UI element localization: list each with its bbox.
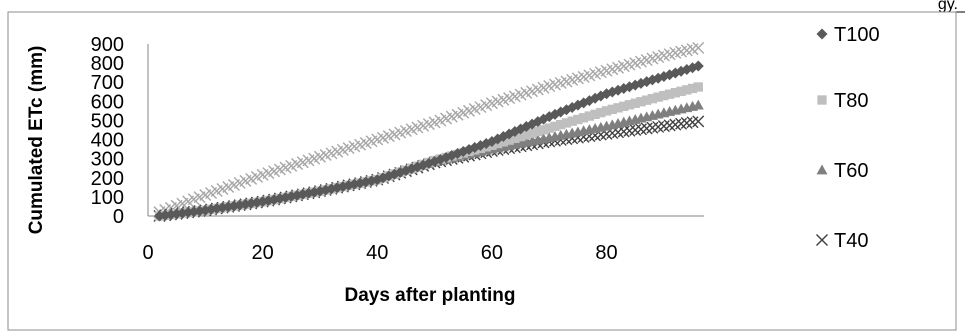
data-point (675, 117, 688, 130)
legend-item-t80: T80 (817, 90, 868, 112)
data-point (659, 90, 669, 101)
data-point (640, 122, 653, 135)
data-point (686, 116, 699, 129)
data-point (636, 97, 646, 107)
data-point (670, 88, 681, 98)
data-point (692, 115, 705, 128)
data-point (692, 99, 704, 110)
y-tick-label: 500 (91, 110, 124, 132)
data-point (607, 104, 617, 115)
legend-item-t100: T100 (816, 24, 880, 46)
data-point (619, 101, 629, 111)
y-tick-label: 400 (91, 130, 124, 152)
data-point (624, 100, 635, 110)
data-point (663, 119, 676, 132)
series-t100 (153, 60, 704, 222)
data-point (692, 60, 704, 72)
data-point (573, 114, 583, 125)
x-tick-label: 60 (481, 242, 503, 264)
data-point (629, 124, 642, 136)
data-point (693, 82, 703, 92)
diamond-marker-icon (816, 28, 828, 40)
data-point (561, 118, 572, 128)
x-tick-label: 20 (252, 242, 274, 264)
data-point (527, 128, 537, 138)
data-point (504, 135, 514, 145)
data-point (642, 95, 652, 105)
data-point (533, 126, 543, 137)
y-tick-label: 200 (91, 168, 124, 190)
data-point (646, 121, 659, 134)
legend-label: T80 (834, 90, 868, 112)
data-point (584, 111, 595, 121)
legend-label: T60 (834, 160, 868, 182)
legend-label: T40 (834, 230, 868, 252)
y-tick-label: 800 (91, 53, 124, 75)
legend-item-t60: T60 (816, 160, 868, 182)
data-point (596, 107, 606, 118)
series-t80 (154, 82, 703, 221)
data-point (515, 132, 526, 142)
data-point (657, 120, 670, 133)
legend-label: T100 (834, 24, 880, 46)
header-fragment: gy. (938, 0, 958, 13)
x-tick-label: 40 (366, 242, 388, 264)
chart-border (7, 11, 957, 331)
data-point (634, 123, 647, 136)
y-tick-label: 300 (91, 149, 124, 171)
data-point (653, 92, 663, 102)
data-point (630, 98, 640, 108)
data-point (544, 123, 554, 133)
data-point (567, 116, 577, 126)
y-tick-label: 100 (91, 187, 124, 209)
x-marker-icon (816, 234, 828, 246)
data-point (647, 93, 658, 104)
legend: T100 T80 T60 T40 (816, 24, 880, 252)
data-point (680, 116, 693, 129)
data-point (692, 41, 705, 54)
triangle-marker-icon (816, 164, 828, 175)
y-axis-title: Cumulated ETc (mm) (26, 46, 47, 235)
data-point (664, 89, 675, 99)
y-tick-label: 0 (113, 206, 124, 228)
data-point (687, 83, 698, 94)
data-point (578, 113, 589, 123)
data-point (623, 124, 636, 137)
data-point (682, 85, 692, 95)
x-axis-ticks: 0 20 40 60 80 (142, 242, 617, 264)
data-point (538, 125, 549, 135)
x-axis-title: Days after planting (344, 285, 515, 306)
x-tick-label: 0 (142, 242, 153, 264)
data-point (521, 130, 531, 140)
x-tick-label: 80 (595, 242, 617, 264)
data-point (676, 86, 686, 96)
y-tick-label: 900 (91, 34, 124, 56)
square-marker-icon (817, 95, 827, 105)
data-point (556, 119, 566, 130)
y-tick-label: 700 (91, 72, 124, 94)
plot-area (153, 41, 705, 222)
data-point (510, 133, 520, 144)
y-tick-label: 600 (91, 91, 124, 113)
data-point (509, 126, 521, 138)
data-point (601, 106, 612, 116)
data-point (652, 120, 665, 133)
data-point (550, 121, 560, 132)
data-point (669, 118, 682, 131)
legend-item-t40: T40 (816, 230, 868, 252)
data-point (590, 109, 600, 120)
data-point (613, 103, 623, 113)
data-point (515, 123, 527, 135)
